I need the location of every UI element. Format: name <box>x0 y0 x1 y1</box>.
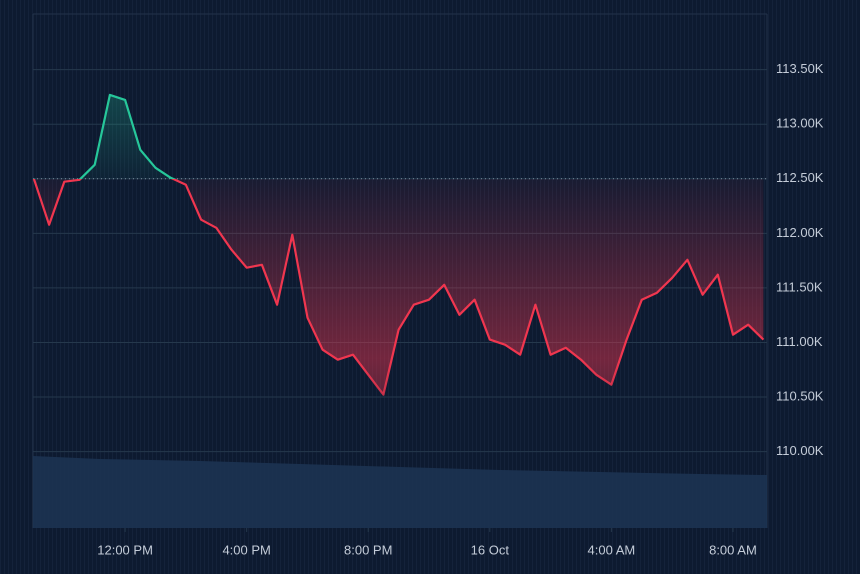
volume-area <box>33 456 767 528</box>
y-tick-label: 112.00K <box>776 225 824 240</box>
x-tick-label: 8:00 PM <box>344 542 392 557</box>
price-line <box>32 93 765 396</box>
x-tick-label: 12:00 PM <box>97 542 153 557</box>
y-tick-label: 110.50K <box>776 388 824 403</box>
x-tick-label: 4:00 PM <box>222 542 270 557</box>
y-tick-label: 111.50K <box>776 279 823 294</box>
y-tick-label: 111.00K <box>776 334 823 349</box>
x-tick-label: 8:00 AM <box>709 542 757 557</box>
y-tick-label: 113.50K <box>776 61 824 76</box>
y-tick-label: 112.50K <box>776 170 824 185</box>
x-tick-label: 16 Oct <box>471 542 510 557</box>
area <box>33 94 764 395</box>
y-tick-label: 110.00K <box>776 443 824 458</box>
x-tick-label: 4:00 AM <box>588 542 636 557</box>
y-tick-label: 113.00K <box>776 116 824 131</box>
